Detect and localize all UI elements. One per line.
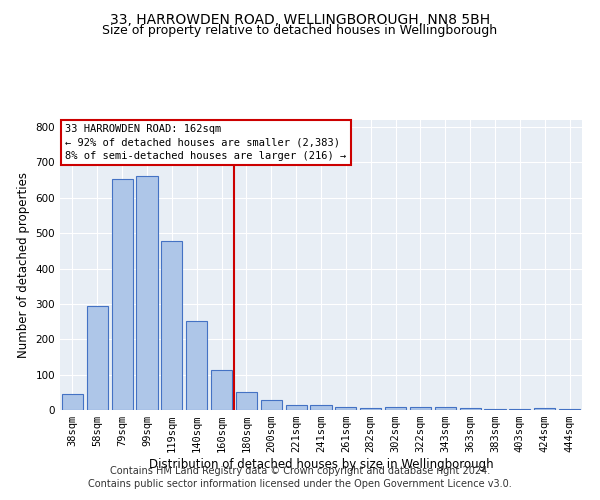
Bar (410, 407, 431, 410)
Bar (261, 400, 282, 410)
Bar (310, 404, 332, 410)
Bar (335, 407, 356, 410)
Bar (435, 407, 456, 410)
Bar (236, 392, 257, 410)
X-axis label: Distribution of detached houses by size in Wellingborough: Distribution of detached houses by size … (149, 458, 493, 471)
Text: Contains public sector information licensed under the Open Government Licence v3: Contains public sector information licen… (88, 479, 512, 489)
Bar (112, 179, 133, 410)
Text: Contains HM Land Registry data © Crown copyright and database right 2024.: Contains HM Land Registry data © Crown c… (110, 466, 490, 476)
Y-axis label: Number of detached properties: Number of detached properties (17, 172, 30, 358)
Bar (136, 176, 158, 410)
Bar (360, 408, 381, 410)
Bar (87, 306, 108, 410)
Text: 33 HARROWDEN ROAD: 162sqm
← 92% of detached houses are smaller (2,383)
8% of sem: 33 HARROWDEN ROAD: 162sqm ← 92% of detac… (65, 124, 346, 161)
Bar (186, 321, 207, 410)
Bar (211, 370, 232, 410)
Bar (534, 408, 555, 410)
Bar (62, 394, 83, 410)
Text: Size of property relative to detached houses in Wellingborough: Size of property relative to detached ho… (103, 24, 497, 37)
Bar (385, 407, 406, 410)
Bar (161, 241, 182, 410)
Text: 33, HARROWDEN ROAD, WELLINGBOROUGH, NN8 5BH: 33, HARROWDEN ROAD, WELLINGBOROUGH, NN8 … (110, 12, 490, 26)
Bar (460, 408, 481, 410)
Bar (286, 404, 307, 410)
